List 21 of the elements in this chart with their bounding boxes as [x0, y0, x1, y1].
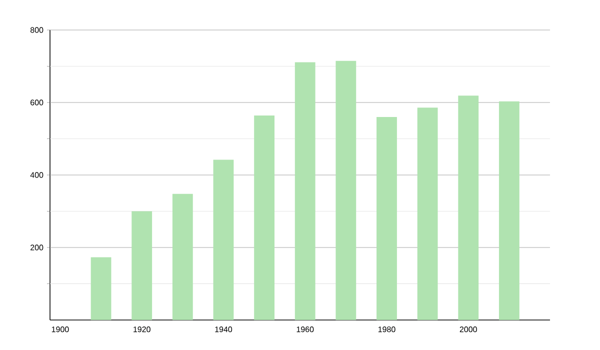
y-tick-label: 200	[30, 244, 44, 250]
x-tick-label: 1900	[52, 326, 69, 332]
x-tick-label: 1920	[134, 326, 150, 332]
bar	[294, 62, 316, 320]
y-tick-label: 800	[30, 27, 44, 33]
y-tick-label: 600	[30, 100, 44, 106]
bar	[254, 116, 274, 320]
bar	[336, 60, 356, 320]
bar	[172, 194, 193, 320]
bar	[376, 117, 397, 320]
bar	[213, 160, 234, 320]
bar	[498, 101, 520, 320]
bar	[90, 257, 112, 320]
x-tick-label: 1940	[215, 326, 232, 332]
bar	[132, 211, 152, 320]
bar	[458, 96, 479, 320]
x-tick-label: 1960	[296, 326, 314, 332]
y-tick-label: 400	[30, 172, 44, 178]
x-tick-label: 2000	[460, 326, 477, 332]
x-tick-label: 1980	[378, 326, 396, 332]
bar	[417, 108, 438, 320]
